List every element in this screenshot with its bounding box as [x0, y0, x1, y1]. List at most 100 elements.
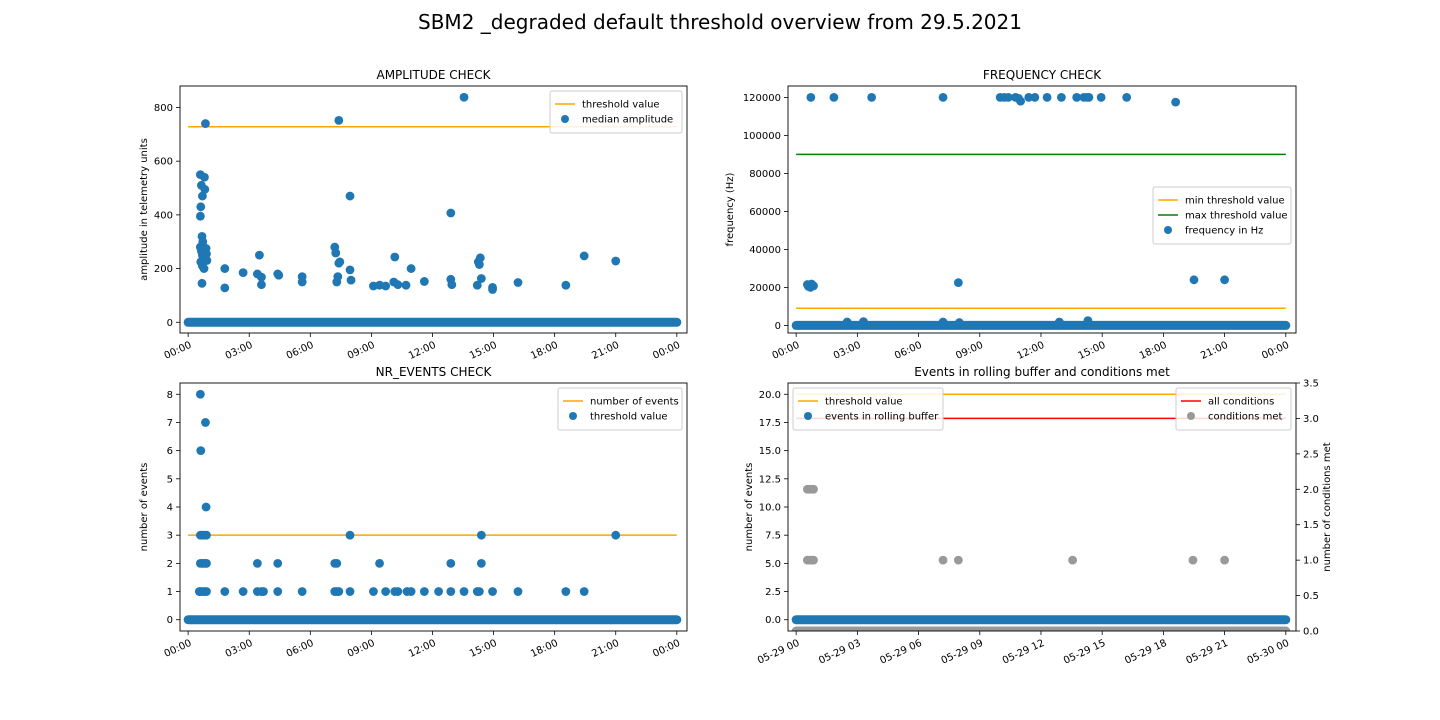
y-tick-label: 12.5	[759, 474, 781, 485]
scatter-right-baseline-band	[791, 626, 1291, 631]
chart-4-right-legend-dot-swatch	[1187, 412, 1195, 420]
scatter-point	[297, 587, 307, 596]
scatter-point	[488, 587, 497, 596]
y-tick-label: 3	[167, 531, 173, 542]
scatter-point	[842, 317, 852, 327]
scatter-point	[202, 249, 211, 259]
y-tick-label: 17.5	[759, 418, 781, 429]
x-tick-label: 00:00	[771, 340, 802, 362]
y-right-axis-label: number of conditions met	[1322, 442, 1333, 572]
axes-frame	[787, 382, 1297, 632]
axes-frame	[179, 85, 688, 334]
y-right-tick-label: 1.5	[1303, 520, 1319, 531]
scatter-point	[579, 587, 589, 596]
scatter-point	[867, 93, 877, 102]
chart-title: NR_EVENTS CHECK	[376, 365, 493, 379]
y-tick-label: 1	[167, 587, 173, 598]
scatter-point	[1189, 275, 1199, 285]
y-tick-label: 6	[167, 446, 173, 457]
chart-title: AMPLITUDE CHECK	[376, 68, 491, 82]
y-tick-label: 600	[154, 157, 173, 168]
scatter-point	[369, 587, 378, 596]
chart-4-right-legend-box	[1175, 387, 1292, 431]
chart-3: NR_EVENTS CHECK 0 1 2 3 4 5 6 7 8 00:00 03:00 06:00 0…	[139, 365, 688, 660]
scatter-point	[197, 191, 207, 201]
y-right-tick-label: 0.0	[1303, 627, 1319, 638]
x-tick-label: 03:00	[224, 638, 255, 660]
y-tick-label: 100000	[743, 131, 781, 142]
scatter-right-point	[809, 484, 818, 494]
x-tick-label: 12:00	[407, 638, 438, 660]
x-tick-label: 21:00	[590, 638, 621, 660]
x-tick-label: 03:00	[224, 340, 255, 362]
x-tick-label: 00:00	[1260, 340, 1291, 362]
data-layer	[183, 389, 682, 625]
x-tick-label: 06:00	[285, 340, 316, 362]
scatter-point	[202, 530, 211, 540]
scatter-point	[1171, 97, 1181, 107]
chart-4-right-legend-label: all conditions	[1208, 397, 1274, 408]
chart-2-legend-box	[1152, 186, 1292, 245]
scatter-baseline-band	[791, 320, 1291, 330]
scatter-point	[220, 587, 230, 596]
scatter-right-point	[1188, 555, 1198, 565]
y-tick-label: 7.5	[765, 531, 781, 542]
scatter-point	[346, 275, 356, 285]
scatter-point	[393, 587, 403, 596]
data-layer	[183, 92, 682, 327]
scatter-point	[611, 530, 621, 540]
chart-title: Events in rolling buffer and conditions …	[914, 365, 1170, 379]
scatter-point	[257, 272, 266, 282]
scatter-point	[273, 558, 283, 568]
chart-1-legend-label: threshold value	[582, 100, 660, 111]
y-axis-label: number of events	[744, 463, 755, 552]
x-tick-label: 21:00	[590, 340, 621, 362]
scatter-point	[611, 256, 621, 266]
axes-frame	[787, 85, 1297, 334]
scatter-point	[1220, 275, 1229, 285]
scatter-point	[475, 253, 485, 263]
scatter-point	[393, 280, 403, 290]
y-tick-label: 5	[167, 474, 173, 485]
chart-4-left-legend-dot-swatch	[804, 412, 812, 420]
chart-1-legend-label: median amplitude	[582, 115, 673, 126]
scatter-point	[199, 264, 209, 273]
scatter-baseline-band	[183, 317, 682, 327]
scatter-point	[297, 277, 307, 287]
scatter-point	[238, 268, 248, 277]
scatter-point	[259, 587, 268, 596]
y-tick-label: 0.0	[765, 615, 781, 626]
scatter-point	[406, 264, 416, 273]
y-tick-label: 4	[167, 503, 173, 514]
chart-3-legend-box	[557, 387, 683, 431]
scatter-point	[1030, 93, 1040, 102]
scatter-point	[446, 558, 456, 568]
scatter-point	[809, 281, 818, 291]
scatter-point	[202, 587, 211, 596]
scatter-point	[202, 558, 211, 568]
scatter-point	[472, 280, 482, 290]
scatter-point	[419, 587, 429, 596]
scatter-point	[220, 264, 230, 273]
scatter-point	[345, 265, 355, 275]
scatter-point	[474, 587, 484, 596]
scatter-point	[202, 256, 212, 265]
x-tick-label: 05-29 00	[756, 638, 801, 667]
scatter-point	[1016, 96, 1025, 106]
scatter-point	[938, 317, 948, 327]
scatter-point	[806, 93, 816, 102]
scatter-point	[1054, 317, 1064, 327]
scatter-point	[446, 587, 456, 596]
scatter-point	[333, 272, 343, 282]
scatter-point	[390, 252, 400, 262]
scatter-point	[195, 211, 205, 221]
scatter-point	[257, 280, 266, 290]
y-tick-label: 80000	[749, 169, 781, 180]
y-right-tick-label: 2.5	[1303, 449, 1319, 460]
scatter-point	[345, 587, 355, 596]
x-tick-label: 18:00	[529, 638, 560, 660]
scatter-baseline-band	[791, 615, 1291, 625]
x-tick-label: 15:00	[468, 340, 499, 362]
scatter-point	[1096, 93, 1106, 102]
